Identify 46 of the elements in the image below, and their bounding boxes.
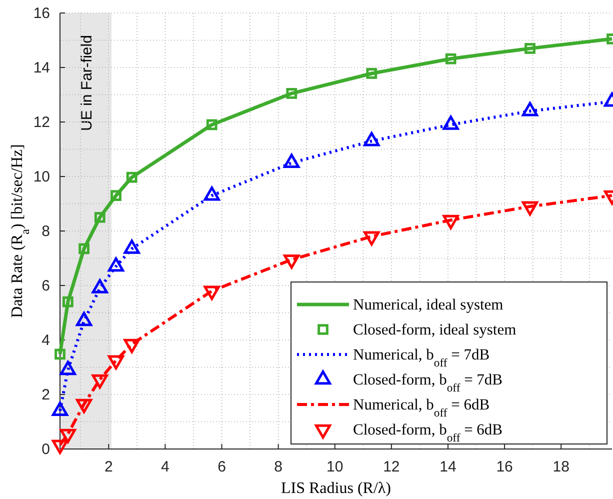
point [206,119,218,130]
y-tick-label: 2 [42,386,50,404]
band-label: UE in Far-field [78,35,96,131]
point [94,212,106,223]
x-tick-label: 4 [161,458,170,476]
y-tick-label: 10 [33,168,50,186]
x-tick-label: 14 [440,458,456,476]
y-tick-label: 4 [42,332,50,349]
legend-label: Numerical, ideal system [353,296,504,314]
x-tick-label: 2 [104,458,113,476]
legend-label: Closed-form, b$_{off}$ = 6dB [353,422,503,444]
point [52,440,68,454]
point [445,53,456,64]
point [366,68,378,79]
x-tick-label: 6 [218,458,226,476]
y-tick-label: 12 [33,114,50,131]
y-tick-label: 16 [33,4,50,22]
point [76,398,92,414]
point [126,172,138,183]
legend-label: Closed-form, b$_{off}$ = 7dB [353,372,503,394]
y-tick-label: 14 [33,59,50,76]
point [286,88,298,99]
legend-label: Closed-form, ideal system [353,322,516,338]
y-tick-label: 0 [42,440,50,458]
point [522,201,538,216]
x-tick-label: 12 [383,458,400,476]
x-tick-label: 10 [326,458,344,476]
y-tick-label: 8 [42,222,50,240]
legend-label: Numerical, b$_{off}$ = 6dB [353,396,490,419]
point [284,254,300,269]
point [364,231,380,246]
x-axis-title: LIS Radius (R/λ) [281,480,391,497]
x-tick-label: 16 [496,458,513,476]
y-tick-label: 6 [42,277,50,294]
point [60,428,76,444]
point [524,42,536,54]
point [92,374,108,389]
x-tick-label: 8 [274,458,282,476]
point [442,214,459,230]
point [78,243,90,254]
point [108,355,124,370]
point [204,286,220,300]
x-tick-label: 18 [552,458,570,476]
legend-label: Numerical, b$_{off}$ = 7dB [353,346,490,369]
point [124,338,140,354]
point [110,190,122,202]
